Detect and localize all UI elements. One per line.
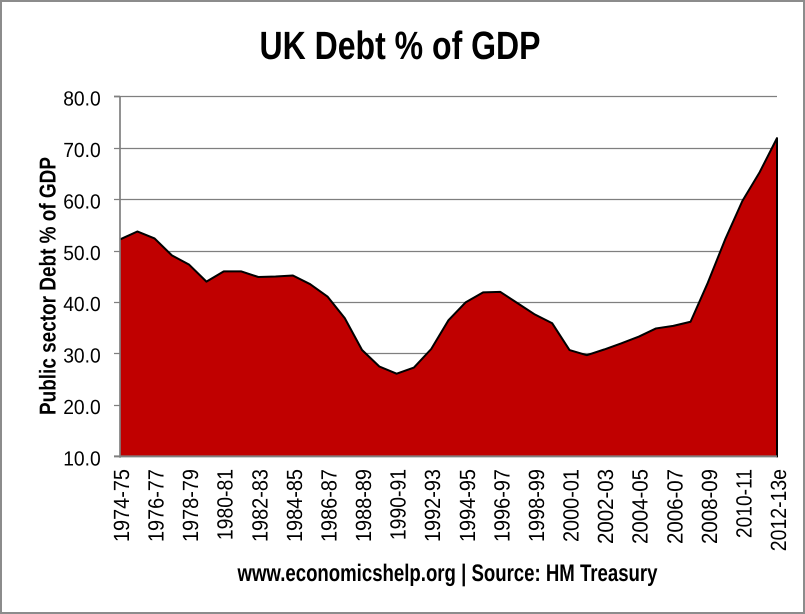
svg-text:2012-13e: 2012-13e <box>766 469 791 551</box>
svg-text:1980-81: 1980-81 <box>213 469 238 540</box>
svg-text:1996-97: 1996-97 <box>489 469 514 542</box>
svg-text:1988-89: 1988-89 <box>351 469 376 542</box>
svg-text:1990-91: 1990-91 <box>386 469 411 540</box>
svg-text:1998-99: 1998-99 <box>524 469 549 542</box>
svg-text:2008-09: 2008-09 <box>697 469 722 544</box>
svg-text:www.economicshelp.org | Source: www.economicshelp.org | Source: HM Treas… <box>237 560 658 587</box>
svg-text:2010-11: 2010-11 <box>731 469 756 538</box>
svg-text:1974-75: 1974-75 <box>109 469 134 542</box>
svg-text:UK Debt % of GDP: UK Debt % of GDP <box>260 24 541 68</box>
svg-text:1994-95: 1994-95 <box>455 469 480 542</box>
svg-text:80.0: 80.0 <box>63 88 101 111</box>
svg-text:1982-83: 1982-83 <box>247 469 272 542</box>
svg-text:2004-05: 2004-05 <box>628 469 653 544</box>
svg-text:10.0: 10.0 <box>63 448 101 471</box>
svg-text:70.0: 70.0 <box>63 139 101 162</box>
svg-text:1978-79: 1978-79 <box>178 469 203 542</box>
svg-text:Public sector Debt % of GDP: Public sector Debt % of GDP <box>35 157 61 415</box>
svg-text:1984-85: 1984-85 <box>282 469 307 542</box>
svg-text:60.0: 60.0 <box>63 190 101 213</box>
svg-text:50.0: 50.0 <box>63 242 101 265</box>
svg-text:2000-01: 2000-01 <box>559 469 584 542</box>
svg-text:30.0: 30.0 <box>63 345 101 368</box>
svg-text:1992-93: 1992-93 <box>420 469 445 542</box>
svg-text:1986-87: 1986-87 <box>316 469 341 542</box>
svg-text:2006-07: 2006-07 <box>662 469 687 544</box>
svg-text:20.0: 20.0 <box>63 396 101 419</box>
svg-text:1976-77: 1976-77 <box>144 469 169 542</box>
svg-text:2002-03: 2002-03 <box>593 469 618 544</box>
svg-text:40.0: 40.0 <box>63 293 101 316</box>
